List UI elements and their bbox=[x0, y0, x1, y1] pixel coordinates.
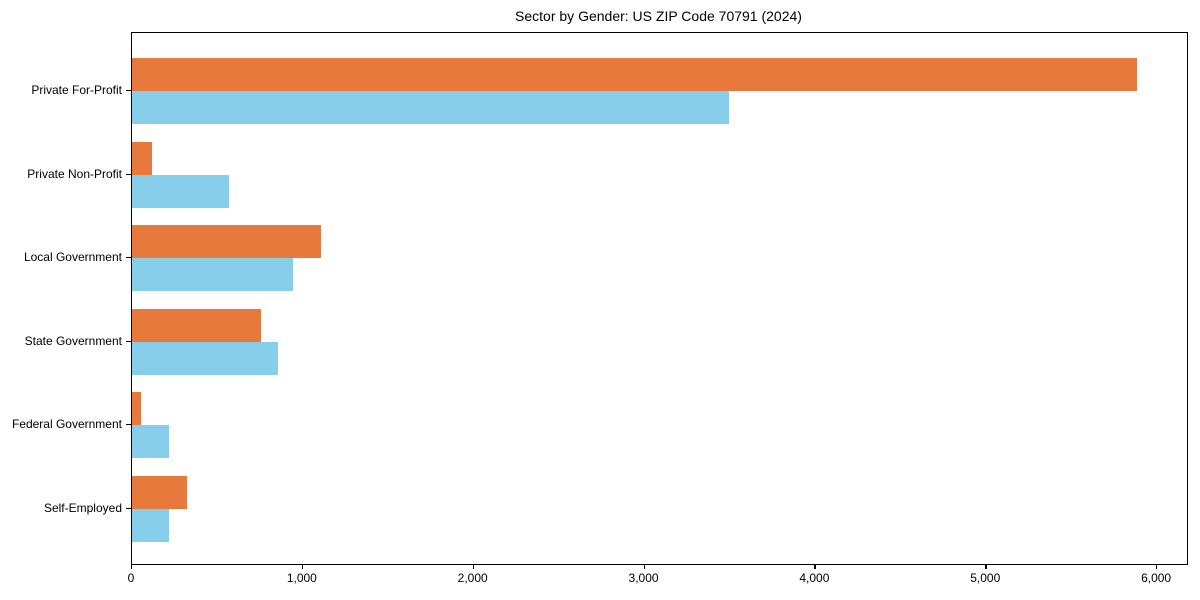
x-tick-mark bbox=[814, 564, 816, 569]
bar-female-4 bbox=[132, 341, 279, 375]
bar-male-2 bbox=[132, 141, 152, 175]
y-tick-label: Federal Government bbox=[11, 417, 122, 431]
bar-male-6 bbox=[132, 475, 187, 509]
x-tick-label: 0 bbox=[127, 571, 135, 585]
y-tick-mark bbox=[126, 90, 131, 92]
y-tick-label: Self-Employed bbox=[43, 500, 122, 515]
x-tick-mark bbox=[301, 564, 304, 569]
y-tick-label: State Government bbox=[24, 333, 122, 348]
x-tick-label: 5,000 bbox=[970, 571, 1001, 585]
bar-female-5 bbox=[132, 425, 169, 458]
y-tick-mark bbox=[126, 173, 131, 175]
bar-female-1 bbox=[132, 91, 730, 124]
x-tick-mark bbox=[985, 564, 987, 569]
y-tick-mark bbox=[126, 257, 131, 259]
bar-male-1 bbox=[132, 58, 1137, 91]
bar-female-6 bbox=[132, 508, 169, 542]
y-tick-mark bbox=[126, 424, 131, 426]
bar-male-4 bbox=[132, 308, 261, 342]
chart-title: Sector by Gender: US ZIP Code 70791 (202… bbox=[515, 8, 802, 24]
x-tick-label: 1,000 bbox=[286, 571, 317, 585]
bar-female-3 bbox=[132, 258, 293, 291]
x-tick-mark bbox=[131, 564, 133, 569]
y-tick-label: Local Government bbox=[23, 250, 122, 264]
bar-male-5 bbox=[132, 392, 142, 425]
x-tick-mark bbox=[1156, 564, 1158, 569]
y-tick-mark bbox=[126, 507, 131, 509]
x-tick-label: 2,000 bbox=[457, 571, 488, 585]
x-tick-label: 3,000 bbox=[628, 571, 659, 585]
y-tick-mark bbox=[126, 340, 131, 342]
bar-male-3 bbox=[132, 225, 321, 258]
x-tick-label: 4,000 bbox=[799, 571, 830, 585]
x-tick-label: 6,000 bbox=[1141, 571, 1172, 585]
y-tick-label: Private For-Profit bbox=[31, 83, 122, 97]
x-tick-mark bbox=[643, 564, 645, 569]
plot-area: Male Female bbox=[131, 32, 1188, 565]
bar-female-2 bbox=[132, 174, 230, 208]
x-tick-mark bbox=[472, 564, 474, 569]
y-tick-label: Private Non-Profit bbox=[27, 166, 122, 181]
